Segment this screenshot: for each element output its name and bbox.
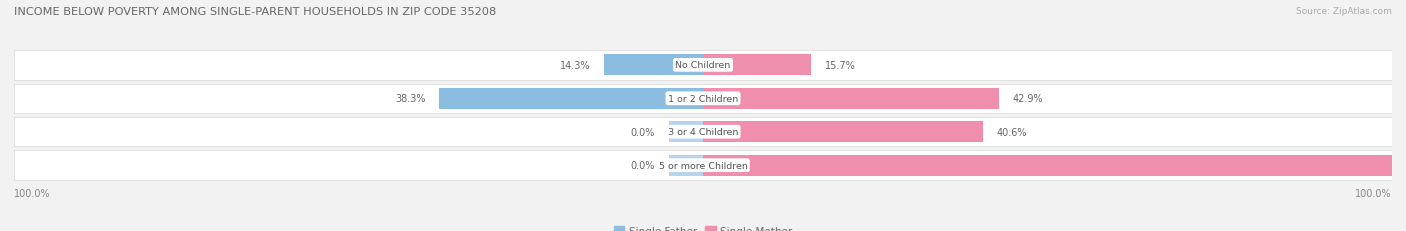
Text: INCOME BELOW POVERTY AMONG SINGLE-PARENT HOUSEHOLDS IN ZIP CODE 35208: INCOME BELOW POVERTY AMONG SINGLE-PARENT… xyxy=(14,7,496,17)
Text: 42.9%: 42.9% xyxy=(1012,94,1043,104)
Bar xyxy=(605,55,703,76)
Text: 14.3%: 14.3% xyxy=(560,61,591,70)
Text: 100.0%: 100.0% xyxy=(14,188,51,198)
Bar xyxy=(14,151,1392,180)
Text: 40.6%: 40.6% xyxy=(997,127,1026,137)
Text: 1 or 2 Children: 1 or 2 Children xyxy=(668,94,738,103)
Text: 15.7%: 15.7% xyxy=(825,61,856,70)
Text: No Children: No Children xyxy=(675,61,731,70)
Bar xyxy=(703,155,1392,176)
Bar xyxy=(703,122,983,143)
Bar xyxy=(703,55,811,76)
Text: 100.0%: 100.0% xyxy=(1355,188,1392,198)
Bar xyxy=(669,122,703,143)
Bar xyxy=(14,51,1392,80)
Bar xyxy=(439,88,703,109)
Text: 0.0%: 0.0% xyxy=(630,127,655,137)
Text: 0.0%: 0.0% xyxy=(630,161,655,170)
Text: 5 or more Children: 5 or more Children xyxy=(658,161,748,170)
Bar xyxy=(14,118,1392,147)
Text: 38.3%: 38.3% xyxy=(395,94,426,104)
Bar xyxy=(703,88,998,109)
Text: 3 or 4 Children: 3 or 4 Children xyxy=(668,128,738,137)
Legend: Single Father, Single Mother: Single Father, Single Mother xyxy=(610,222,796,231)
Bar xyxy=(14,84,1392,113)
Bar xyxy=(669,155,703,176)
Text: Source: ZipAtlas.com: Source: ZipAtlas.com xyxy=(1296,7,1392,16)
